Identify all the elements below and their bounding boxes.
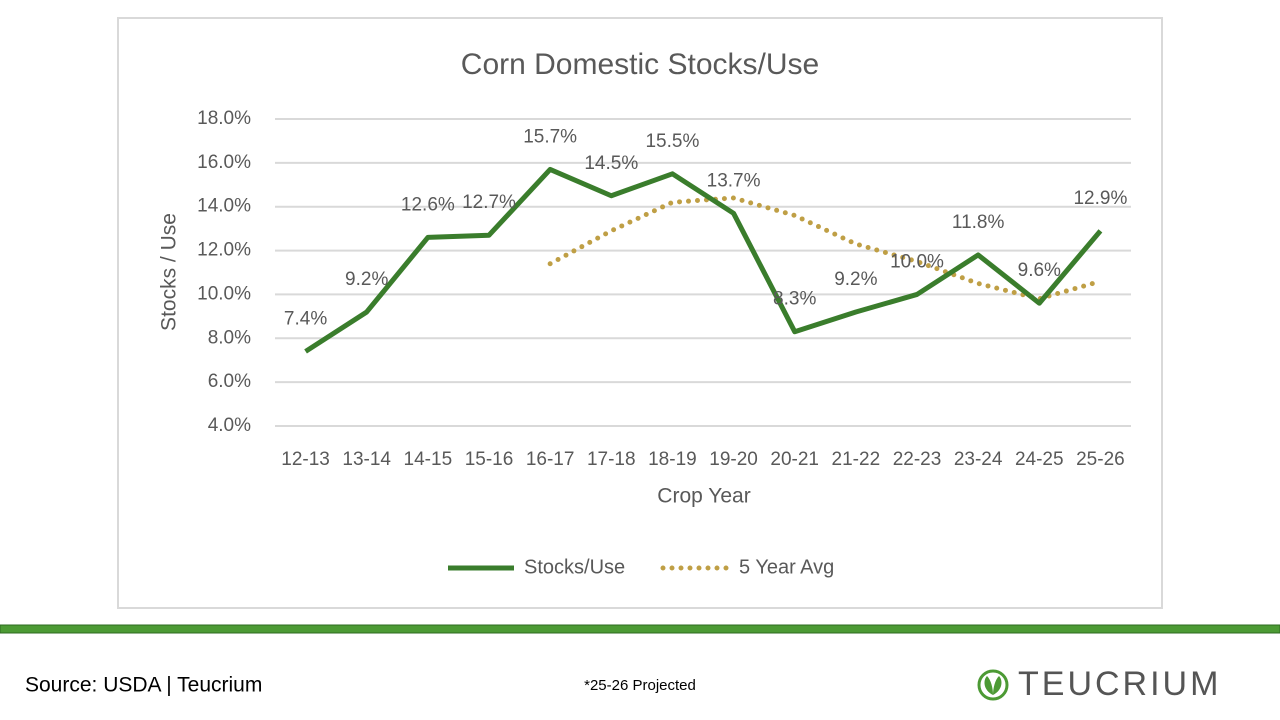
x-axis-label: Crop Year	[657, 485, 750, 508]
data-label: 12.7%	[462, 192, 516, 213]
data-label: 8.3%	[773, 289, 816, 310]
x-tick-label: 19-20	[709, 449, 758, 470]
y-tick-label: 10.0%	[197, 283, 251, 304]
data-label: 9.6%	[1018, 260, 1061, 281]
x-tick-label: 22-23	[893, 449, 942, 470]
logo-text: TEUCRIUM	[1018, 665, 1221, 703]
source-text: Source: USDA | Teucrium	[25, 674, 262, 697]
series-line	[304, 166, 1103, 354]
y-tick-label: 8.0%	[208, 327, 251, 348]
data-label: 9.2%	[345, 269, 388, 290]
data-label: 14.5%	[584, 153, 638, 174]
y-tick-label: 18.0%	[197, 108, 251, 129]
y-tick-label: 14.0%	[197, 196, 251, 217]
x-tick-label: 13-14	[342, 449, 391, 470]
x-tick-label: 14-15	[404, 449, 453, 470]
y-tick-label: 4.0%	[208, 415, 251, 436]
y-tick-label: 12.0%	[197, 240, 251, 261]
legend-label: Stocks/Use	[524, 556, 625, 578]
x-tick-label: 23-24	[954, 449, 1003, 470]
chart-frame	[117, 17, 1163, 609]
footnote: *25-26 Projected	[584, 677, 696, 694]
x-tick-label: 15-16	[465, 449, 514, 470]
data-label: 12.9%	[1073, 188, 1127, 209]
series-line	[547, 195, 1103, 302]
data-label: 12.6%	[401, 194, 455, 215]
logo-icon	[977, 669, 1009, 701]
x-tick-label: 21-22	[832, 449, 881, 470]
data-label: 10.0%	[890, 251, 944, 272]
x-tick-label: 18-19	[648, 449, 697, 470]
legend-label: 5 Year Avg	[739, 556, 834, 578]
data-label: 13.7%	[707, 170, 761, 191]
x-tick-label: 24-25	[1015, 449, 1064, 470]
divider-bar	[0, 624, 1280, 634]
x-tick-label: 17-18	[587, 449, 636, 470]
y-axis-label: Stocks / Use	[158, 213, 181, 331]
data-label: 9.2%	[834, 269, 877, 290]
data-label: 15.5%	[645, 131, 699, 152]
x-tick-label: 16-17	[526, 449, 575, 470]
x-tick-label: 25-26	[1076, 449, 1125, 470]
data-label: 11.8%	[952, 212, 1005, 233]
data-label: 15.7%	[523, 126, 577, 147]
x-tick-label: 20-21	[770, 449, 819, 470]
y-tick-label: 16.0%	[197, 152, 251, 173]
x-tick-label: 12-13	[281, 449, 330, 470]
chart-title: Corn Domestic Stocks/Use	[461, 48, 819, 81]
data-label: 7.4%	[284, 308, 327, 329]
y-tick-label: 6.0%	[208, 371, 251, 392]
